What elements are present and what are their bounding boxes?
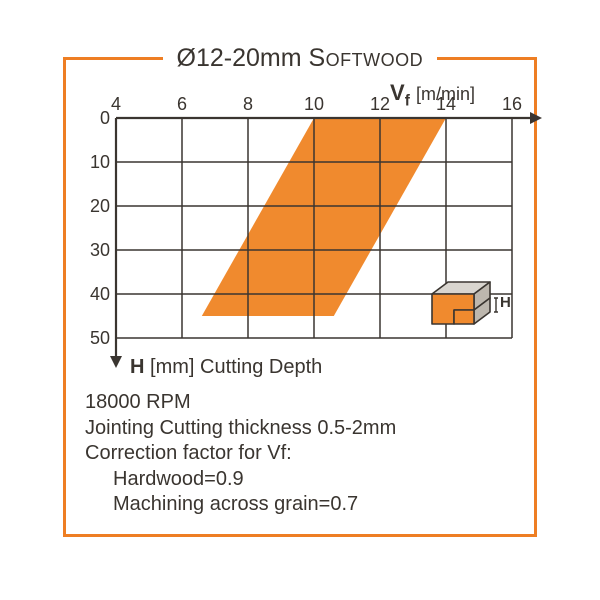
notes-line: Correction factor for Vf: bbox=[85, 441, 396, 467]
notes-line: 18000 RPM bbox=[85, 390, 396, 416]
notes-line: Jointing Cutting thickness 0.5-2mm bbox=[85, 416, 396, 442]
notes-block: 18000 RPMJointing Cutting thickness 0.5-… bbox=[85, 390, 396, 518]
y-axis-text: [mm] Cutting Depth bbox=[144, 356, 322, 378]
icon-h-label: H bbox=[500, 294, 511, 311]
wood-block-icon bbox=[418, 268, 538, 348]
notes-line: Hardwood=0.9 bbox=[85, 467, 396, 493]
y-axis-symbol: H bbox=[130, 356, 144, 378]
notes-line: Machining across grain=0.7 bbox=[85, 492, 396, 518]
y-axis-label: H [mm] Cutting Depth bbox=[130, 356, 322, 379]
